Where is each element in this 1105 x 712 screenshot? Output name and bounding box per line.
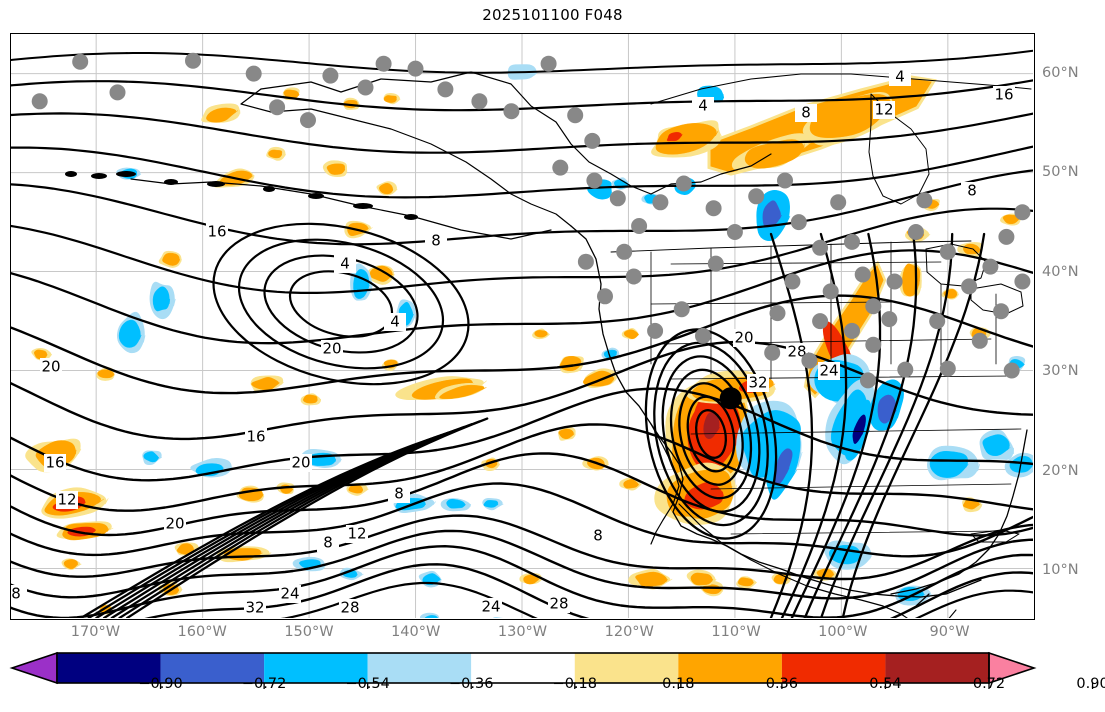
map-plot-area[interactable]: 4 4 8 12 16 8 16 8 4 4 20 28 24 32 20 20 16 16 12 20 20 12 8 8 8…: [10, 33, 1035, 620]
colorbar-tick-9: 0.90: [1076, 676, 1105, 692]
y-tick-label-1: 50°N: [1042, 164, 1079, 181]
colorbar-swatches: [9, 651, 1094, 689]
x-tick-label-6: 110°W: [711, 624, 761, 640]
y-tick-label-2: 40°N: [1042, 263, 1079, 280]
svg-text:8: 8: [593, 527, 603, 545]
svg-text:24: 24: [481, 598, 500, 616]
svg-text:4: 4: [390, 313, 400, 331]
colorbar-tick-8: 0.72: [972, 676, 1006, 692]
colorbar-tick-7: 0.54: [869, 676, 902, 692]
svg-text:24: 24: [819, 362, 838, 380]
y-tick-label-0: 60°N: [1042, 64, 1079, 81]
x-tick-label-8: 90°W: [929, 624, 970, 640]
map-canvas: 4 4 8 12 16 8 16 8 4 4 20 28 24 32 20 20 16 16 12 20 20 12 8 8 8…: [11, 34, 1033, 618]
svg-text:16: 16: [45, 454, 64, 472]
svg-text:16: 16: [246, 428, 265, 446]
y-tick-label-3: 30°N: [1042, 363, 1079, 380]
svg-text:28: 28: [787, 343, 806, 361]
svg-text:20: 20: [734, 329, 753, 347]
svg-text:28: 28: [549, 595, 568, 613]
wind-speed-contours: [11, 49, 1033, 618]
svg-text:12: 12: [347, 525, 366, 543]
x-tick-label-1: 160°W: [177, 624, 227, 640]
svg-text:8: 8: [11, 585, 21, 603]
x-tick-label-3: 140°W: [391, 624, 441, 640]
colorbar-segment-7: [678, 653, 782, 683]
svg-text:4: 4: [895, 68, 905, 86]
station-markers: [31, 52, 1031, 389]
colorbar-segment-2: [160, 653, 265, 683]
x-tick-label-0: 170°W: [70, 624, 121, 640]
svg-text:28: 28: [340, 599, 359, 617]
svg-text:8: 8: [394, 485, 404, 503]
colorbar-tick-3: −0.36: [449, 676, 494, 692]
y-tick-label-4: 20°N: [1042, 462, 1079, 479]
svg-text:32: 32: [748, 374, 767, 392]
svg-text:20: 20: [291, 454, 310, 472]
contour-labels: 4 4 8 12 16 8 16 8 4 4 20 28 24 32 20 20 16 16 12 20 20 12 8 8 8…: [11, 68, 1015, 617]
colorbar-segment-5: [471, 653, 575, 683]
svg-text:8: 8: [431, 232, 441, 250]
colorbar-segment-1: [57, 653, 161, 683]
x-tick-label-7: 100°W: [818, 624, 868, 640]
svg-text:16: 16: [994, 86, 1013, 104]
colorbar-tick-2: −0.54: [345, 676, 390, 692]
x-tick-label-5: 120°W: [604, 624, 654, 640]
svg-text:20: 20: [41, 358, 60, 376]
colorbar-tick-6: 0.36: [765, 676, 799, 692]
colorbar-segment-9: [885, 653, 989, 683]
svg-text:4: 4: [340, 255, 350, 273]
svg-text:16: 16: [207, 223, 226, 241]
coastlines-and-borders: [65, 71, 1032, 618]
colorbar[interactable]: [0, 650, 1105, 712]
figure-title: 2025101100 F048: [482, 6, 623, 24]
svg-text:4: 4: [698, 97, 708, 115]
colorbar-segment-3: [264, 653, 368, 683]
svg-text:8: 8: [801, 104, 811, 122]
svg-text:20: 20: [165, 515, 184, 533]
x-tick-label-4: 130°W: [497, 624, 548, 640]
colorbar-extend-low: [9, 651, 58, 685]
svg-text:20: 20: [322, 340, 341, 358]
x-tick-label-2: 150°W: [284, 624, 334, 640]
colorbar-tick-5: 0.18: [662, 676, 695, 692]
colorbar-segment-8: [781, 653, 886, 683]
anomaly-shading: [25, 64, 1033, 618]
colorbar-segment-4: [367, 653, 472, 683]
svg-text:8: 8: [323, 534, 333, 552]
svg-text:24: 24: [280, 585, 299, 603]
svg-text:12: 12: [874, 101, 893, 119]
svg-text:12: 12: [57, 491, 76, 509]
colorbar-segment-6: [574, 653, 679, 683]
colorbar-tick-1: −0.72: [241, 676, 287, 692]
y-tick-label-5: 10°N: [1042, 562, 1079, 579]
storm-center-marker: [719, 387, 742, 410]
colorbar-tick-4: −0.18: [552, 676, 597, 692]
svg-text:32: 32: [245, 599, 264, 617]
svg-text:8: 8: [967, 182, 977, 200]
colorbar-tick-0: −0.90: [138, 676, 183, 692]
